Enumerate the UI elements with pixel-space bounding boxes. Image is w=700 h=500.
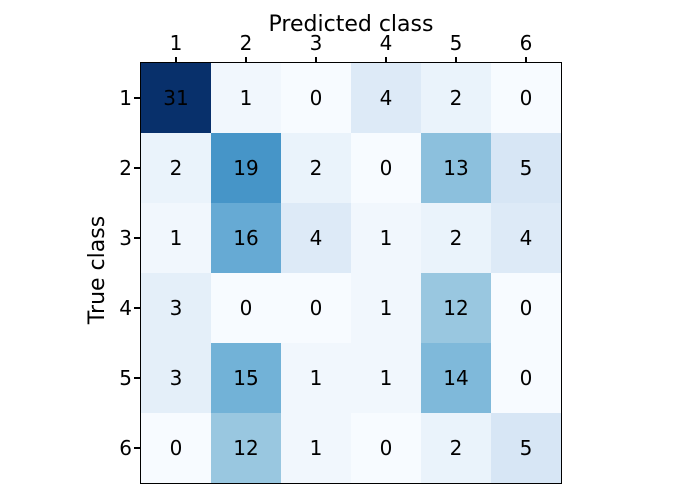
y-tick-mark — [134, 167, 140, 169]
x-tick-label-6: 6 — [519, 31, 533, 55]
cell-value: 5 — [519, 156, 533, 180]
x-tick-label-2: 2 — [239, 31, 253, 55]
cell-value: 2 — [449, 226, 463, 250]
heatmap-cell-r3-c1: 1 — [141, 203, 211, 273]
heatmap-cell-r1-c4: 4 — [351, 63, 421, 133]
x-tick-label-4: 4 — [379, 31, 393, 55]
cell-value: 0 — [519, 366, 533, 390]
heatmap-cell-r4-c6: 0 — [491, 273, 561, 343]
heatmap-cell-r2-c1: 2 — [141, 133, 211, 203]
heatmap-cell-r3-c4: 1 — [351, 203, 421, 273]
heatmap-cell-r1-c3: 0 — [281, 63, 351, 133]
y-tick-label-6: 6 — [119, 436, 132, 460]
x-tick-mark — [385, 57, 387, 62]
cell-value: 15 — [233, 366, 259, 390]
cell-value: 0 — [239, 296, 253, 320]
heatmap-cell-r3-c5: 2 — [421, 203, 491, 273]
y-tick-mark — [134, 377, 140, 379]
x-tick-mark — [245, 57, 247, 62]
heatmap-cell-r6-c5: 2 — [421, 413, 491, 483]
cell-value: 12 — [443, 296, 469, 320]
cell-value: 1 — [309, 436, 323, 460]
cell-value: 1 — [379, 366, 393, 390]
cell-value: 0 — [379, 156, 393, 180]
cell-value: 4 — [379, 86, 393, 110]
heatmap-cell-r1-c1: 31 — [141, 63, 211, 133]
cell-value: 0 — [379, 436, 393, 460]
cell-value: 14 — [443, 366, 469, 390]
cell-value: 4 — [519, 226, 533, 250]
heatmap-cell-r6-c2: 12 — [211, 413, 281, 483]
heatmap-cell-r5-c4: 1 — [351, 343, 421, 413]
heatmap-plot-area: 31 1 0 4 2 0 2 19 2 0 13 5 1 16 4 1 2 4 3 0 0 1 12 0 3 15 1 1 14 0 0 12… — [140, 62, 562, 484]
heatmap-cell-r3-c6: 4 — [491, 203, 561, 273]
cell-value: 1 — [309, 366, 323, 390]
cell-value: 12 — [233, 436, 259, 460]
cell-value: 3 — [169, 296, 183, 320]
cell-value: 4 — [309, 226, 323, 250]
y-tick-mark — [134, 237, 140, 239]
cell-value: 1 — [239, 86, 253, 110]
cell-value: 13 — [443, 156, 469, 180]
cell-value: 0 — [169, 436, 183, 460]
heatmap-cell-r3-c2: 16 — [211, 203, 281, 273]
heatmap-cell-r4-c3: 0 — [281, 273, 351, 343]
heatmap-cell-r2-c2: 19 — [211, 133, 281, 203]
heatmap-cell-r4-c2: 0 — [211, 273, 281, 343]
heatmap-cell-r2-c3: 2 — [281, 133, 351, 203]
x-tick-mark — [455, 57, 457, 62]
heatmap-cell-r6-c1: 0 — [141, 413, 211, 483]
x-tick-mark — [315, 57, 317, 62]
cell-value: 16 — [233, 226, 259, 250]
x-tick-mark — [525, 57, 527, 62]
y-tick-label-3: 3 — [119, 226, 132, 250]
y-tick-label-2: 2 — [119, 156, 132, 180]
heatmap-cell-r4-c1: 3 — [141, 273, 211, 343]
cell-value: 5 — [519, 436, 533, 460]
y-tick-mark — [134, 307, 140, 309]
cell-value: 2 — [449, 86, 463, 110]
cell-value: 0 — [519, 86, 533, 110]
x-axis-title: Predicted class — [268, 12, 434, 37]
y-tick-mark — [134, 447, 140, 449]
heatmap-cell-r5-c6: 0 — [491, 343, 561, 413]
heatmap-cell-r2-c4: 0 — [351, 133, 421, 203]
heatmap-cell-r1-c5: 2 — [421, 63, 491, 133]
cell-value: 0 — [309, 86, 323, 110]
heatmap-cell-r4-c5: 12 — [421, 273, 491, 343]
heatmap-cell-r5-c3: 1 — [281, 343, 351, 413]
heatmap-cell-r6-c4: 0 — [351, 413, 421, 483]
heatmap-cell-r1-c2: 1 — [211, 63, 281, 133]
cell-value: 2 — [169, 156, 183, 180]
cell-value: 3 — [169, 366, 183, 390]
heatmap-cell-r3-c3: 4 — [281, 203, 351, 273]
cell-value: 0 — [309, 296, 323, 320]
y-tick-mark — [134, 97, 140, 99]
cell-value: 31 — [163, 86, 189, 110]
y-tick-label-1: 1 — [119, 86, 132, 110]
y-tick-label-4: 4 — [119, 296, 132, 320]
cell-value: 0 — [519, 296, 533, 320]
cell-value: 1 — [169, 226, 183, 250]
heatmap-cell-r5-c2: 15 — [211, 343, 281, 413]
cell-value: 1 — [379, 296, 393, 320]
heatmap-cell-r5-c5: 14 — [421, 343, 491, 413]
cell-value: 2 — [449, 436, 463, 460]
x-tick-label-3: 3 — [309, 31, 323, 55]
heatmap-cell-r6-c6: 5 — [491, 413, 561, 483]
cell-value: 19 — [233, 156, 259, 180]
heatmap-cell-r6-c3: 1 — [281, 413, 351, 483]
cell-value: 2 — [309, 156, 323, 180]
y-tick-label-5: 5 — [119, 366, 132, 390]
cell-value: 1 — [379, 226, 393, 250]
heatmap-cell-r4-c4: 1 — [351, 273, 421, 343]
heatmap-cell-r2-c6: 5 — [491, 133, 561, 203]
heatmap-cell-r2-c5: 13 — [421, 133, 491, 203]
heatmap-cell-r1-c6: 0 — [491, 63, 561, 133]
x-tick-mark — [175, 57, 177, 62]
x-tick-label-5: 5 — [449, 31, 463, 55]
x-tick-label-1: 1 — [169, 31, 183, 55]
heatmap-cell-r5-c1: 3 — [141, 343, 211, 413]
